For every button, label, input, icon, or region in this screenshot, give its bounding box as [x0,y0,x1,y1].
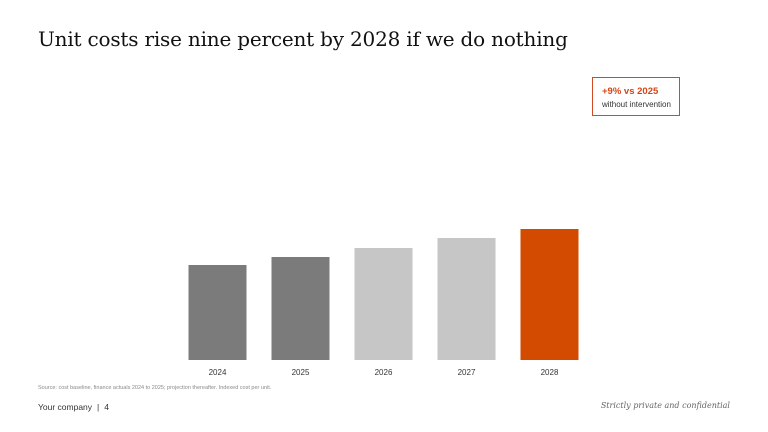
bar-2026 [354,248,413,360]
bar-2025 [271,257,330,360]
footer-company: Your company [38,402,93,412]
bar-2027 [437,238,496,360]
footer-separator: | [97,402,100,412]
bar-2028 [520,229,579,360]
slide-title: Unit costs rise nine percent by 2028 if … [38,27,568,51]
callout-subtext: without intervention [602,100,671,109]
callout-box: +9% vs 2025 without intervention [592,77,680,116]
x-tick-label-2025: 2025 [292,368,310,377]
footer-left: Your company | 4 [38,402,109,412]
confidentiality-note: Strictly private and confidential [600,401,730,410]
page-number: 4 [104,402,109,412]
x-tick-label-2027: 2027 [458,368,476,377]
callout-headline: +9% vs 2025 [602,86,659,97]
source-note: Source: cost baseline, finance actuals 2… [38,385,272,391]
x-tick-label-2026: 2026 [375,368,393,377]
bar-2024 [188,265,247,360]
x-tick-label-2028: 2028 [541,368,559,377]
x-tick-label-2024: 2024 [209,368,227,377]
